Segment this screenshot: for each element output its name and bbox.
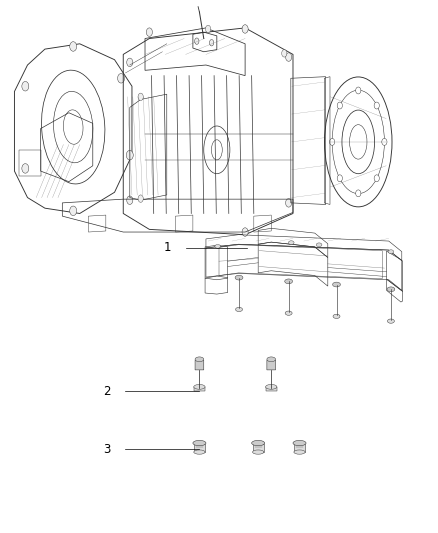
Ellipse shape xyxy=(329,139,335,146)
Ellipse shape xyxy=(265,384,277,389)
Ellipse shape xyxy=(235,275,243,280)
Ellipse shape xyxy=(127,196,133,205)
Polygon shape xyxy=(294,444,305,452)
Polygon shape xyxy=(265,387,277,391)
Ellipse shape xyxy=(388,250,394,254)
Ellipse shape xyxy=(293,440,306,446)
Ellipse shape xyxy=(194,384,205,389)
Text: 2: 2 xyxy=(102,385,110,398)
Ellipse shape xyxy=(138,195,143,203)
Ellipse shape xyxy=(127,58,133,67)
Ellipse shape xyxy=(282,50,287,57)
Ellipse shape xyxy=(194,450,205,454)
Ellipse shape xyxy=(267,357,276,362)
Ellipse shape xyxy=(126,150,133,160)
Ellipse shape xyxy=(22,164,29,173)
Ellipse shape xyxy=(337,175,343,182)
Ellipse shape xyxy=(209,39,214,46)
Polygon shape xyxy=(267,358,276,370)
Ellipse shape xyxy=(382,139,387,146)
Ellipse shape xyxy=(215,245,220,248)
Ellipse shape xyxy=(70,206,77,216)
Ellipse shape xyxy=(356,190,361,197)
Ellipse shape xyxy=(236,308,243,312)
Ellipse shape xyxy=(285,279,293,284)
Ellipse shape xyxy=(285,311,292,316)
Ellipse shape xyxy=(242,228,248,236)
Ellipse shape xyxy=(356,87,361,94)
Text: 1: 1 xyxy=(164,241,171,254)
Ellipse shape xyxy=(195,357,204,362)
Ellipse shape xyxy=(388,319,394,323)
Ellipse shape xyxy=(288,241,294,245)
Ellipse shape xyxy=(205,25,211,33)
Ellipse shape xyxy=(332,282,340,287)
Polygon shape xyxy=(194,444,205,452)
Ellipse shape xyxy=(146,28,152,36)
Ellipse shape xyxy=(374,102,379,109)
Ellipse shape xyxy=(316,243,322,247)
Ellipse shape xyxy=(252,440,265,446)
Ellipse shape xyxy=(337,102,343,109)
Text: 3: 3 xyxy=(103,443,110,456)
Ellipse shape xyxy=(70,42,77,51)
Ellipse shape xyxy=(333,314,340,318)
Ellipse shape xyxy=(242,25,248,33)
Ellipse shape xyxy=(194,38,199,44)
Ellipse shape xyxy=(286,199,292,207)
Polygon shape xyxy=(195,358,204,370)
Ellipse shape xyxy=(22,82,29,91)
Ellipse shape xyxy=(286,53,292,61)
Ellipse shape xyxy=(387,287,395,292)
Ellipse shape xyxy=(294,450,305,454)
Polygon shape xyxy=(253,444,264,452)
Ellipse shape xyxy=(117,74,124,83)
Polygon shape xyxy=(194,387,205,391)
Ellipse shape xyxy=(253,450,264,454)
Ellipse shape xyxy=(374,175,379,182)
Ellipse shape xyxy=(138,93,143,101)
Ellipse shape xyxy=(193,440,206,446)
